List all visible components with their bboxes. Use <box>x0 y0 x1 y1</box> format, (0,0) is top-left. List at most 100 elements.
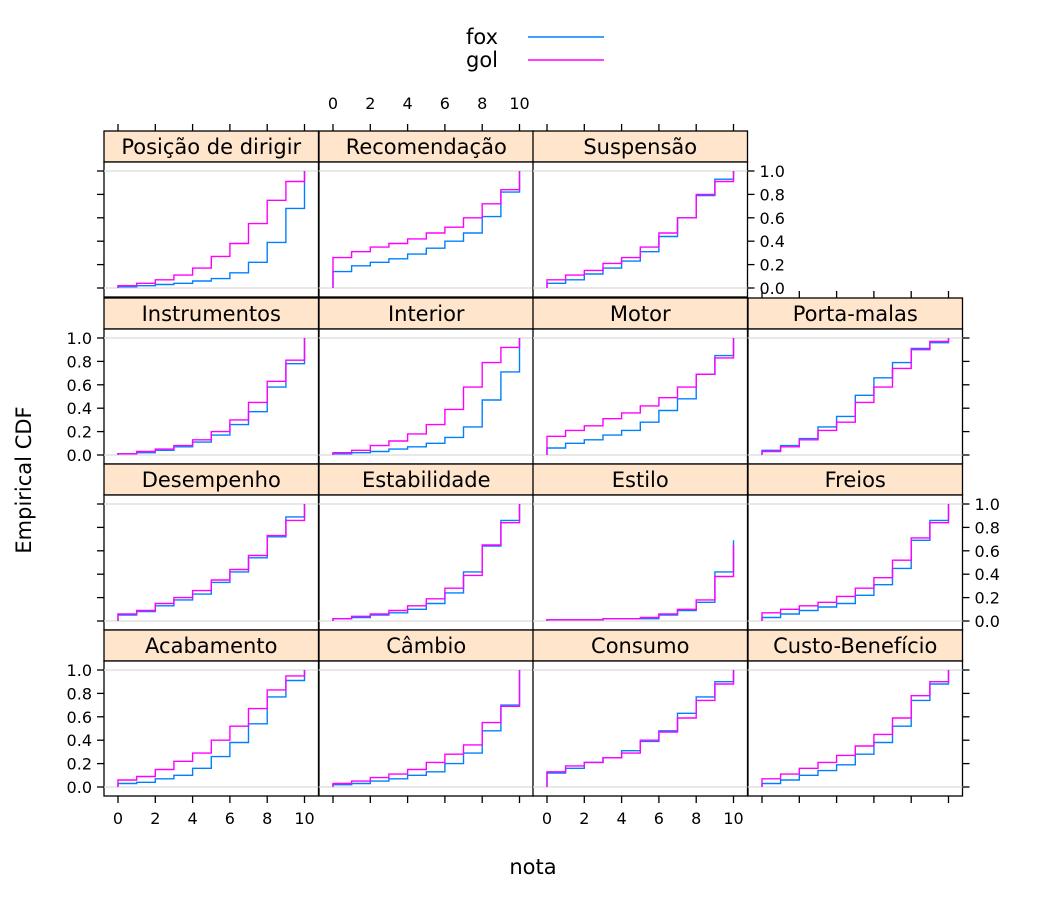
panel-title: Interior <box>388 302 465 326</box>
x-axis-title: nota <box>509 855 556 879</box>
ecdf-series-gol <box>761 504 950 621</box>
panel: Suspensão <box>532 124 755 298</box>
panel: Estilo <box>532 463 749 631</box>
panel: Posição de dirigir <box>97 124 320 298</box>
x-tick-label: 0 <box>542 809 552 828</box>
panel: Consumo <box>532 629 749 803</box>
ecdf-series-gol <box>332 171 521 288</box>
strip-background <box>747 463 964 496</box>
legend-label: fox <box>466 25 498 49</box>
panel: Estabilidade <box>318 463 535 631</box>
strip-background <box>747 629 964 662</box>
panel-plot-area <box>103 494 320 631</box>
panel-title: Porta-malas <box>793 302 918 326</box>
panel: Custo-Benefício <box>747 629 970 803</box>
x-tick-label: 8 <box>691 809 701 828</box>
x-tick-label: 4 <box>188 809 198 828</box>
y-tick-label: 0.6 <box>760 209 785 228</box>
x-tick-label: 2 <box>365 94 375 113</box>
ecdf-series-gol <box>117 504 306 621</box>
panel-title: Câmbio <box>386 634 466 658</box>
x-tick-label: 6 <box>440 94 450 113</box>
panel: Porta-malas <box>747 291 970 465</box>
panel-title: Acabamento <box>145 634 277 658</box>
x-tick-label: 10 <box>723 809 743 828</box>
strip-background <box>103 297 320 330</box>
y-tick-label: 0.0 <box>67 778 92 797</box>
panel-plot-area <box>318 328 535 465</box>
panel: Câmbio <box>318 629 535 803</box>
y-tick-label: 0.0 <box>760 279 785 298</box>
panel-plot-area <box>532 494 749 631</box>
x-tick-label: 8 <box>262 809 272 828</box>
y-tick-label: 0.2 <box>67 755 92 774</box>
y-tick-label: 1.0 <box>975 495 1000 514</box>
ecdf-series-fox <box>117 670 306 787</box>
panel-title: Estilo <box>612 468 669 492</box>
x-tick-label: 8 <box>477 94 487 113</box>
panel-title: Instrumentos <box>142 302 281 326</box>
panel-plot-area <box>103 660 320 797</box>
strip-background <box>532 629 749 662</box>
panel-title: Freios <box>825 468 886 492</box>
ecdf-series-gol <box>546 171 735 288</box>
x-tick-label: 0 <box>328 94 338 113</box>
strip-background <box>532 463 749 496</box>
y-tick-label: 1.0 <box>67 661 92 680</box>
x-tick-label: 2 <box>150 809 160 828</box>
ecdf-series-gol <box>332 504 521 621</box>
y-tick-label: 0.4 <box>760 232 785 251</box>
panel-plot-area <box>103 328 320 465</box>
y-tick-label: 1.0 <box>67 329 92 348</box>
panel: Instrumentos <box>97 297 320 465</box>
x-tick-label: 4 <box>617 809 627 828</box>
axes: 0.0 0.2 0.4 0.6 0.8 1.0 0.0 0.2 0.4 0.6 0.8 1.0 0.0 0… <box>67 94 1000 828</box>
x-tick-label: 2 <box>579 809 589 828</box>
panel-title: Motor <box>610 302 671 326</box>
panel: Desempenho <box>97 463 320 631</box>
panel-title: Recomendação <box>346 135 507 159</box>
y-tick-label: 0.8 <box>67 684 92 703</box>
ecdf-series-gol <box>117 171 306 288</box>
panel-grid: Posição de dirigir Recomendação Suspensão I… <box>97 124 970 803</box>
ecdf-series-gol <box>761 338 950 455</box>
ecdf-series-gol <box>332 670 521 787</box>
panel-title: Desempenho <box>142 468 281 492</box>
panel-title: Posição de dirigir <box>121 135 301 159</box>
panel-plot-area <box>532 660 749 797</box>
y-tick-label: 0.6 <box>975 542 1000 561</box>
y-tick-label: 1.0 <box>760 162 785 181</box>
x-tick-label: 4 <box>403 94 413 113</box>
strip-background <box>103 463 320 496</box>
ecdf-series-fox <box>332 338 521 455</box>
ecdf-series-gol <box>117 338 306 455</box>
ecdf-series-gol <box>117 670 306 787</box>
ecdf-series-fox <box>761 504 950 621</box>
ecdf-series-gol <box>761 670 950 787</box>
ecdf-series-gol <box>546 670 735 787</box>
panel: Interior <box>318 297 535 465</box>
x-tick-label: 6 <box>225 809 235 828</box>
panel-plot-area <box>747 494 964 631</box>
y-tick-label: 0.6 <box>67 376 92 395</box>
panel-title: Estabilidade <box>362 468 491 492</box>
ecdf-series-gol <box>546 545 735 621</box>
x-tick-label: 6 <box>654 809 664 828</box>
ecdf-series-fox <box>332 670 521 787</box>
x-tick-label: 0 <box>113 809 123 828</box>
ecdf-series-gol <box>546 338 735 455</box>
y-tick-label: 0.2 <box>975 589 1000 608</box>
y-tick-label: 0.6 <box>67 708 92 727</box>
legend-label: gol <box>466 48 498 72</box>
x-tick-label: 10 <box>509 94 529 113</box>
panel: Motor <box>532 297 749 465</box>
panel: Acabamento <box>97 629 320 803</box>
y-tick-label: 0.0 <box>67 446 92 465</box>
y-tick-label: 0.4 <box>67 399 92 418</box>
panel-title: Custo-Benefício <box>773 634 937 658</box>
panel: Recomendação <box>318 124 535 298</box>
y-axis-title: Empirical CDF <box>12 406 36 553</box>
y-tick-label: 0.8 <box>67 352 92 371</box>
